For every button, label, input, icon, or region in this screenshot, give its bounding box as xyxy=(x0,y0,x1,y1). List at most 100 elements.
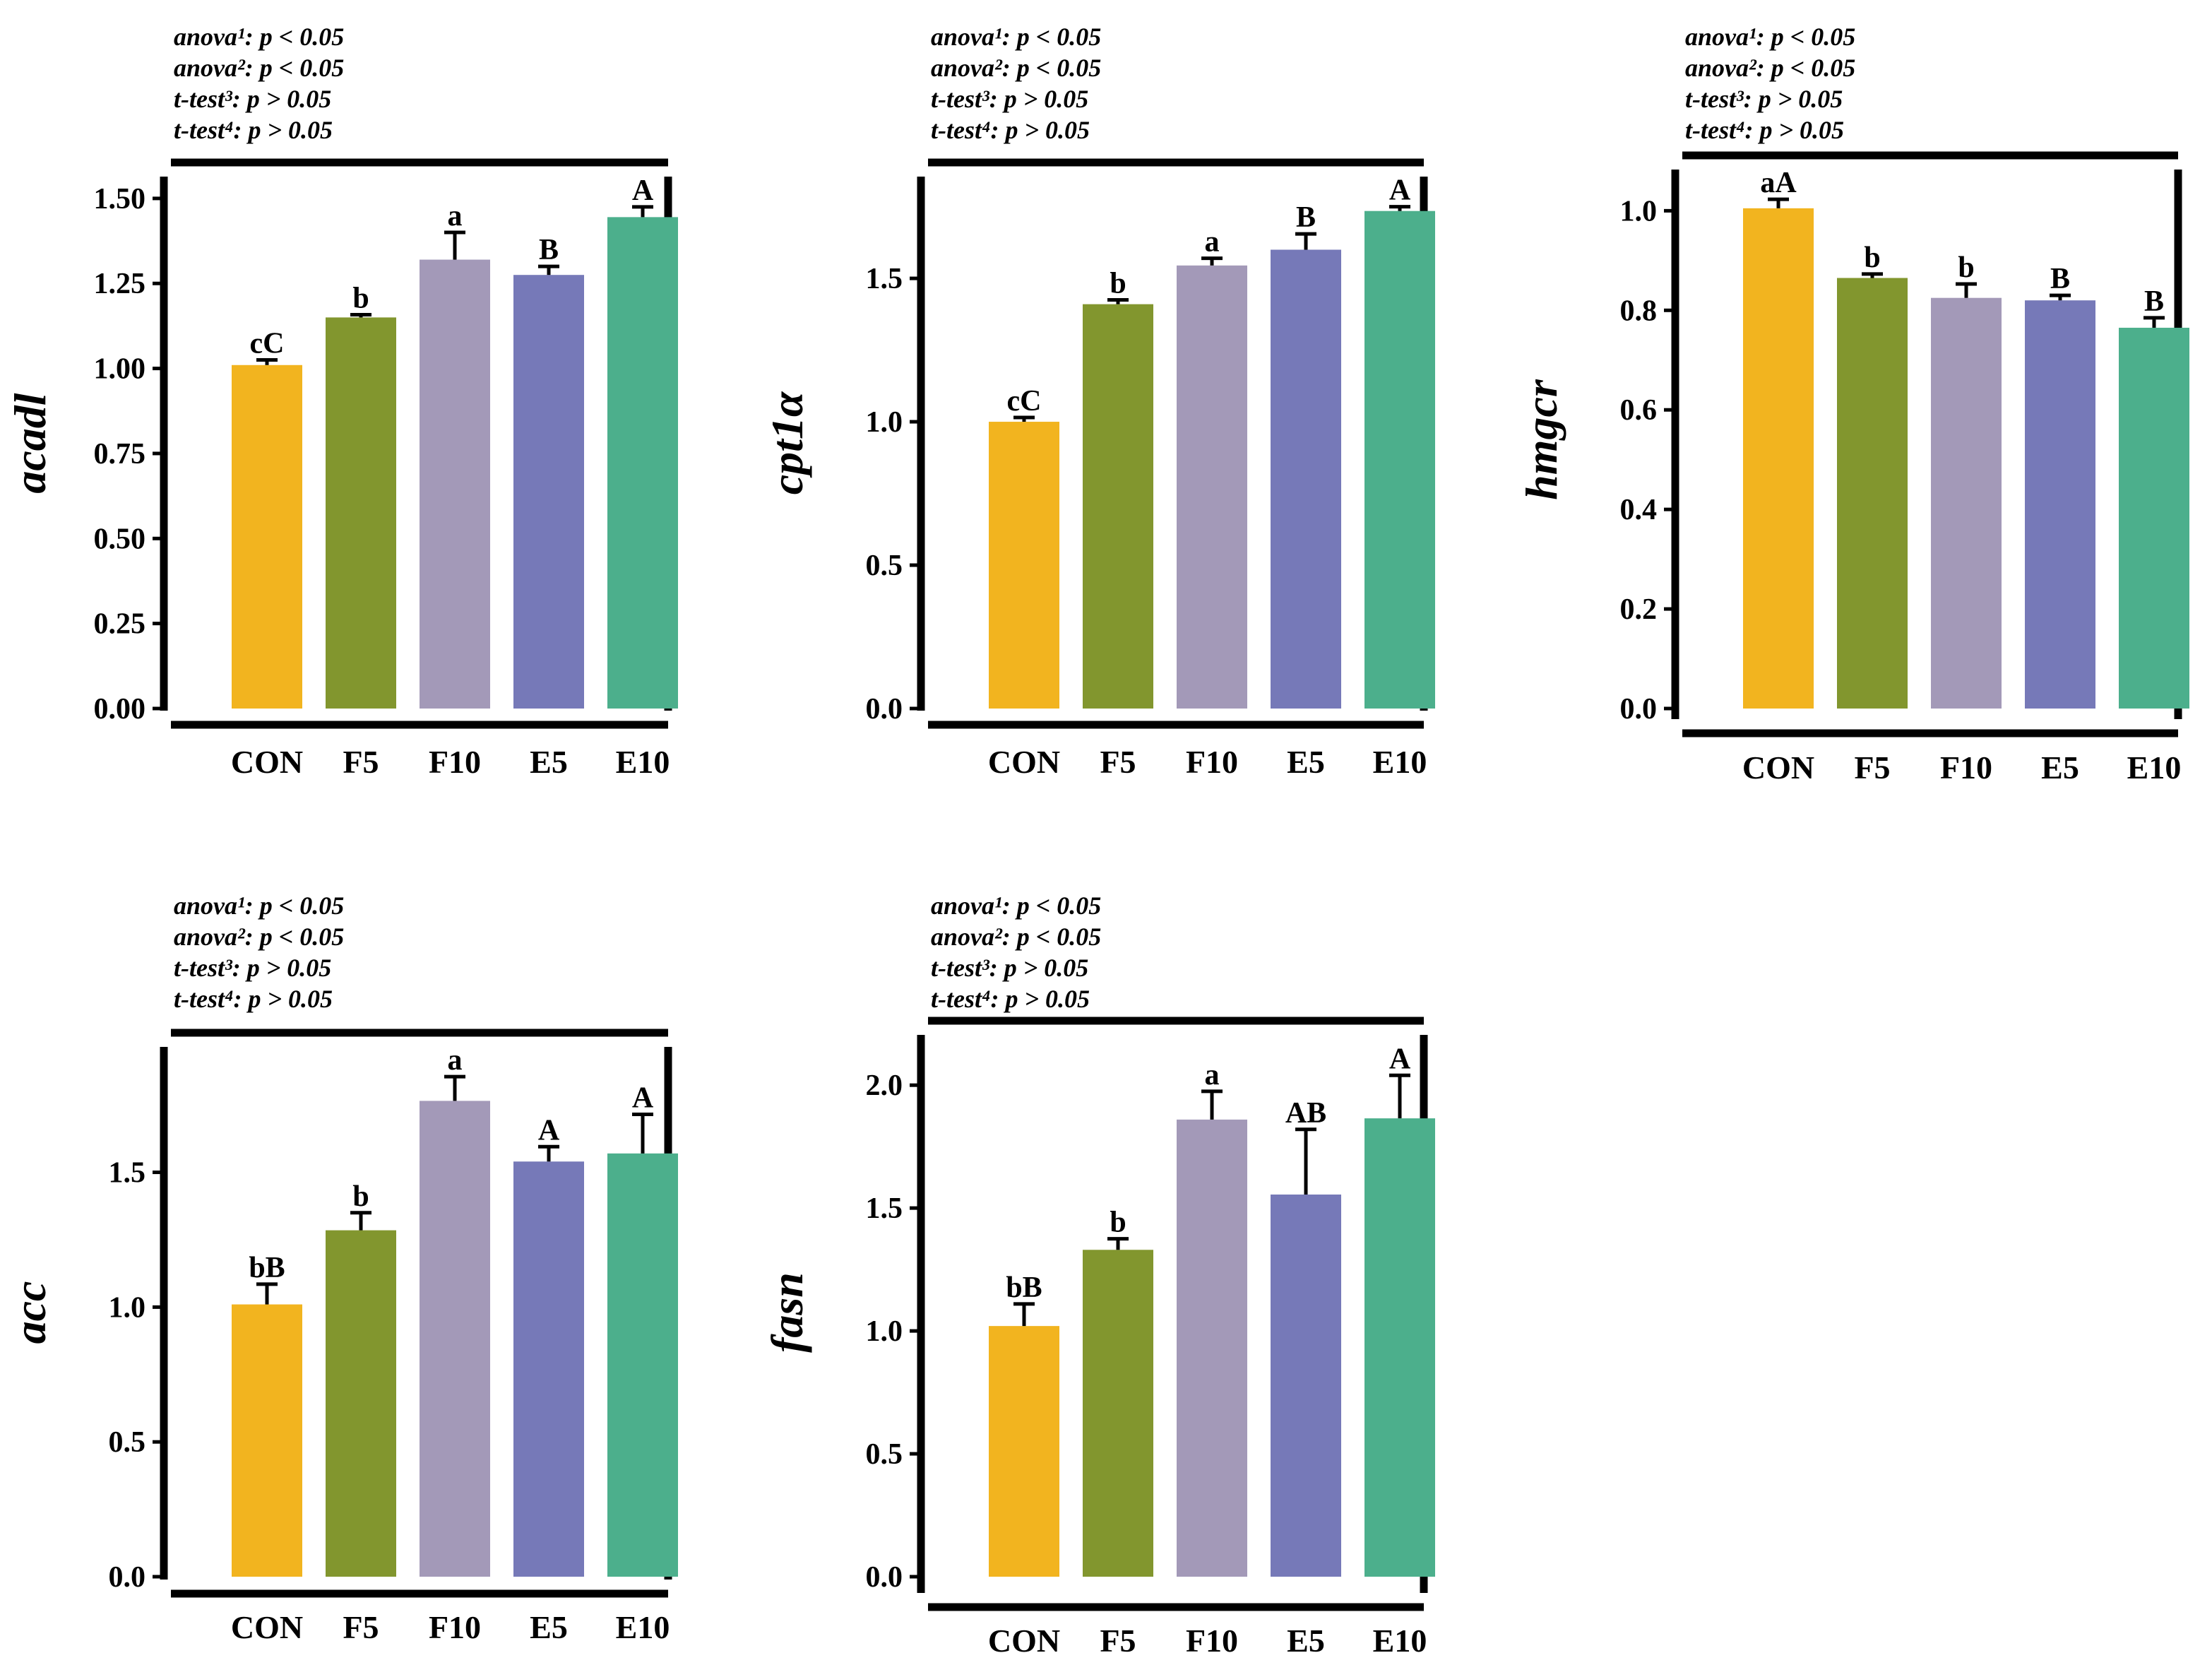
y-tick-label: 0.0 xyxy=(866,693,903,725)
bar-f10 xyxy=(1931,297,2002,709)
panel-fasn: anova¹: p < 0.05 anova²: p < 0.05 t-test³:… xyxy=(762,891,1435,1659)
bar-f5 xyxy=(326,1230,396,1577)
bar-e10 xyxy=(2119,327,2189,709)
y-tick-label: 1.50 xyxy=(94,183,146,215)
significance-label: B xyxy=(2144,285,2164,318)
x-tick-label: E5 xyxy=(1287,744,1325,780)
y-tick-label: 0.5 xyxy=(866,550,903,582)
x-tick-label: CON xyxy=(988,744,1060,780)
bar-e5 xyxy=(513,275,584,709)
x-tick-label: E10 xyxy=(1373,744,1427,780)
x-tick-label: E5 xyxy=(1287,1623,1325,1659)
x-tick-label: E5 xyxy=(530,744,568,780)
x-tick-label: E5 xyxy=(530,1609,568,1645)
significance-label: A xyxy=(538,1114,560,1146)
bar-f5 xyxy=(1083,1250,1153,1577)
significance-label: a xyxy=(1205,226,1220,259)
y-tick-label: 1.25 xyxy=(94,268,146,300)
y-tick-label: 0.75 xyxy=(94,438,146,470)
significance-label: B xyxy=(539,234,559,266)
stat-line: anova¹: p < 0.05 xyxy=(931,891,1101,920)
y-axis-title: fasn xyxy=(762,1272,812,1353)
x-tick-label: E10 xyxy=(1373,1623,1427,1659)
significance-label: a xyxy=(1205,1059,1220,1091)
bar-e5 xyxy=(1271,249,1341,709)
x-tick-label: F10 xyxy=(1186,1623,1238,1659)
stat-line: anova²: p < 0.05 xyxy=(1685,54,1855,82)
stat-line: anova²: p < 0.05 xyxy=(931,54,1101,82)
significance-label: AB xyxy=(1285,1097,1326,1130)
significance-label: b xyxy=(1110,1207,1126,1239)
y-tick-label: 1.0 xyxy=(1620,195,1658,227)
panel-cpt1: anova¹: p < 0.05 anova²: p < 0.05 t-test³:… xyxy=(762,23,1435,780)
significance-label: b xyxy=(352,1180,369,1213)
significance-label: bB xyxy=(1006,1272,1042,1304)
y-tick-label: 0.50 xyxy=(94,523,146,555)
bar-e5 xyxy=(2025,300,2095,709)
panel-acadl: anova¹: p < 0.05 anova²: p < 0.05 t-test³:… xyxy=(5,23,678,780)
y-tick-label: 1.0 xyxy=(866,1315,903,1348)
x-tick-label: E10 xyxy=(616,1609,670,1645)
bar-con xyxy=(232,365,302,709)
bar-e10 xyxy=(1364,211,1435,709)
significance-label: A xyxy=(632,174,654,207)
bar-f10 xyxy=(420,259,490,709)
y-tick-label: 1.0 xyxy=(109,1291,146,1324)
bar-con xyxy=(989,422,1059,709)
y-tick-label: 1.5 xyxy=(866,263,903,295)
y-tick-label: 0.8 xyxy=(1620,295,1658,327)
significance-label: A xyxy=(1389,174,1411,207)
x-tick-label: F5 xyxy=(343,744,379,780)
stat-line: anova¹: p < 0.05 xyxy=(174,891,344,920)
x-tick-label: CON xyxy=(231,744,303,780)
bar-con xyxy=(232,1304,302,1577)
y-tick-label: 1.00 xyxy=(94,353,146,386)
stat-line: t-test⁴: p > 0.05 xyxy=(1685,116,1844,144)
y-axis-title: hmgcr xyxy=(1516,379,1566,500)
bar-f5 xyxy=(1083,304,1153,709)
bar-f10 xyxy=(1177,265,1247,709)
x-tick-label: E10 xyxy=(2127,749,2182,786)
y-tick-label: 0.25 xyxy=(94,608,146,641)
significance-label: b xyxy=(1110,268,1126,300)
bar-f5 xyxy=(1837,278,1908,709)
stat-line: t-test⁴: p > 0.05 xyxy=(931,985,1090,1013)
bar-f10 xyxy=(420,1101,490,1577)
x-tick-label: E5 xyxy=(2041,749,2079,786)
bar-f10 xyxy=(1177,1119,1247,1577)
panel-hmgcr: anova¹: p < 0.05 anova²: p < 0.05 t-test³:… xyxy=(1516,23,2189,786)
y-tick-label: 0.4 xyxy=(1620,494,1658,526)
bar-f5 xyxy=(326,317,396,709)
significance-label: B xyxy=(1296,201,1316,234)
stat-line: t-test⁴: p > 0.05 xyxy=(174,116,333,144)
stat-line: anova¹: p < 0.05 xyxy=(931,23,1101,51)
significance-label: b xyxy=(352,283,369,315)
bar-con xyxy=(989,1326,1059,1577)
y-tick-label: 2.0 xyxy=(866,1069,903,1102)
y-axis-title: acc xyxy=(5,1281,55,1344)
x-tick-label: F10 xyxy=(1186,744,1238,780)
stat-line: t-test³: p > 0.05 xyxy=(1685,85,1843,113)
y-tick-label: 0.6 xyxy=(1620,394,1658,427)
x-tick-label: F10 xyxy=(429,1609,481,1645)
stat-line: anova²: p < 0.05 xyxy=(931,923,1101,951)
y-tick-label: 0.0 xyxy=(866,1561,903,1594)
significance-label: a xyxy=(448,200,463,232)
stat-line: t-test³: p > 0.05 xyxy=(174,85,331,113)
stat-line: anova²: p < 0.05 xyxy=(174,923,344,951)
x-tick-label: F10 xyxy=(1940,749,1992,786)
y-tick-label: 0.00 xyxy=(94,693,146,725)
stat-line: t-test³: p > 0.05 xyxy=(174,954,331,982)
significance-label: bB xyxy=(249,1252,285,1284)
x-tick-label: CON xyxy=(988,1623,1060,1659)
bar-con xyxy=(1743,208,1814,709)
stat-line: anova¹: p < 0.05 xyxy=(174,23,344,51)
panel-acc: anova¹: p < 0.05 anova²: p < 0.05 t-test³:… xyxy=(5,891,678,1645)
significance-label: b xyxy=(1958,251,1974,284)
x-tick-label: F5 xyxy=(343,1609,379,1645)
significance-label: A xyxy=(1389,1043,1411,1075)
bar-e10 xyxy=(607,1153,678,1577)
y-tick-label: 0.5 xyxy=(866,1438,903,1471)
stat-line: anova¹: p < 0.05 xyxy=(1685,23,1855,51)
